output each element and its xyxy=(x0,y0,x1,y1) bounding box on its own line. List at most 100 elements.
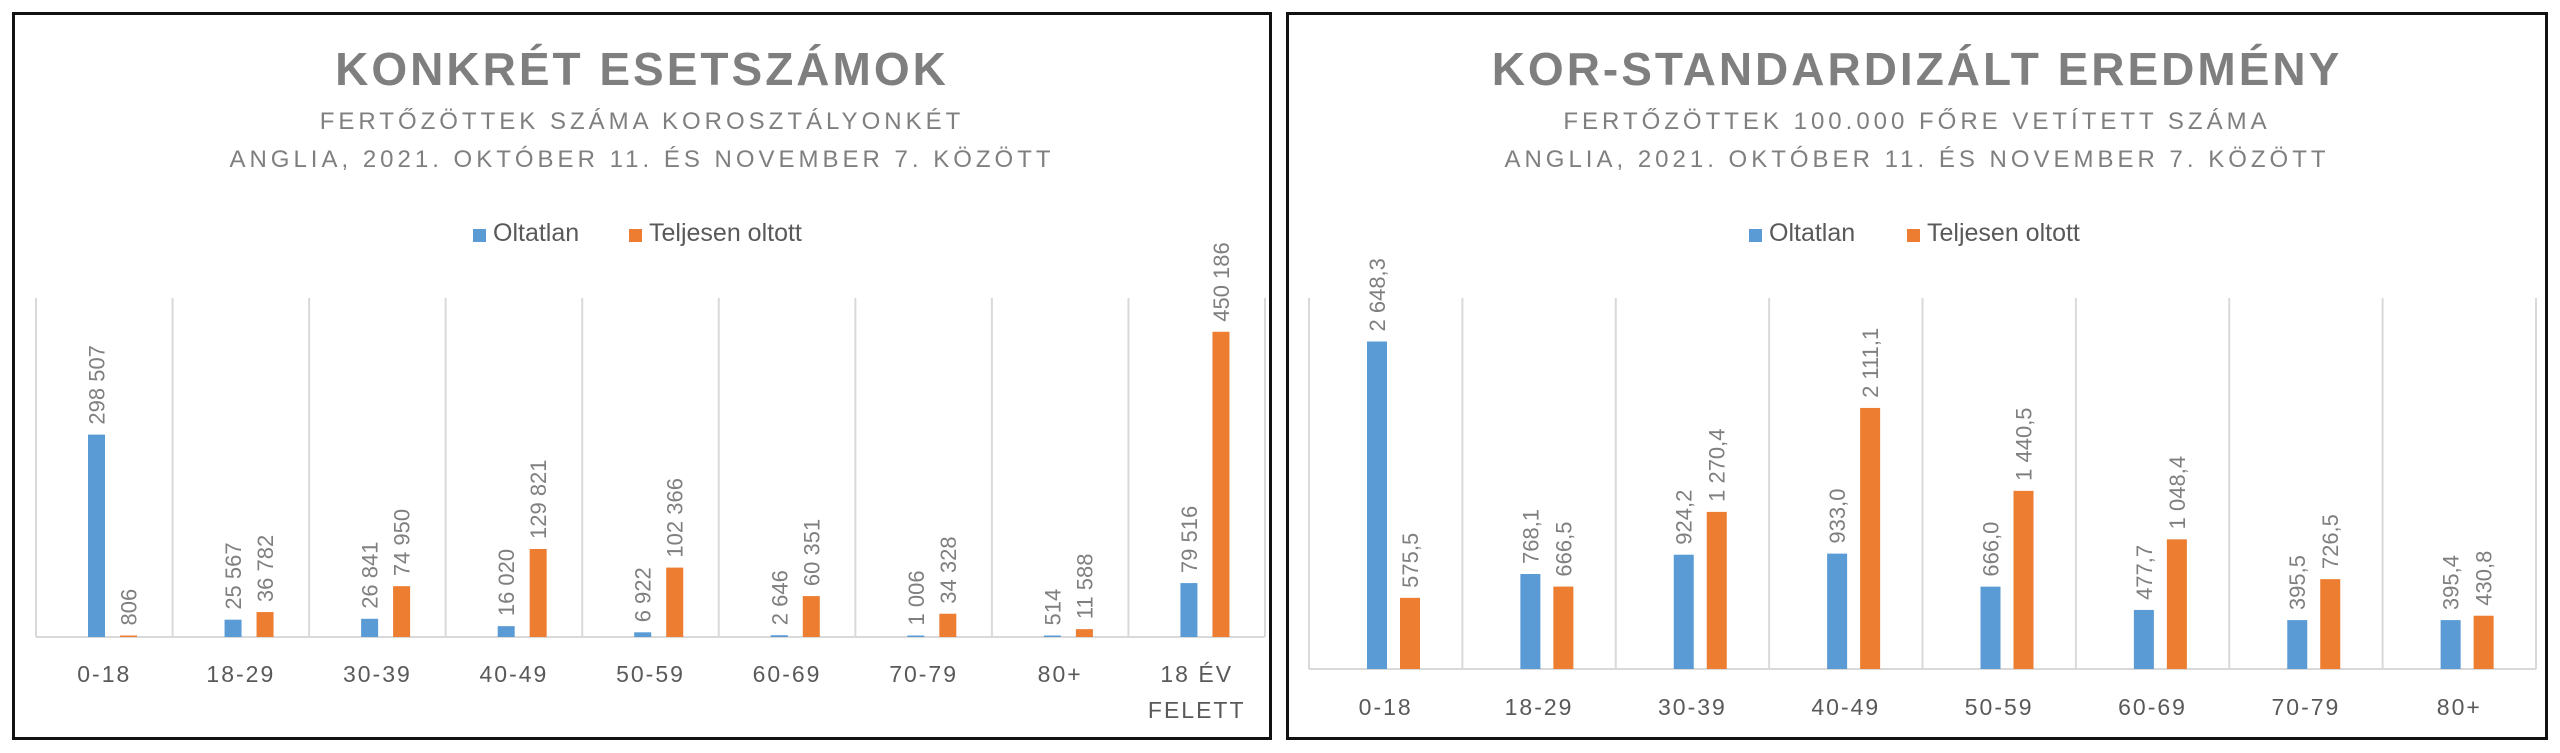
data-label: 1 006 xyxy=(904,570,929,625)
data-label: 726,5 xyxy=(2318,514,2343,569)
bar-unvaccinated xyxy=(634,632,651,637)
data-label: 430,8 xyxy=(2472,551,2497,606)
chart-subtitle-line: ANGLIA, 2021. OKTÓBER 11. ÉS NOVEMBER 7.… xyxy=(1504,146,2329,173)
data-label: 1 270,4 xyxy=(1705,428,1730,501)
chart-absolute-cases: KONKRÉT ESETSZÁMOK FERTŐZÖTTEK SZÁMA KORO… xyxy=(15,15,1269,737)
x-tick-label: FELETT xyxy=(1148,697,1246,723)
data-label: 102 366 xyxy=(663,478,688,558)
data-label: 2 648,3 xyxy=(1365,258,1390,331)
x-tick-label: 18 ÉV xyxy=(1160,661,1233,687)
x-tick-label: 30-39 xyxy=(1658,694,1727,720)
bar-unvaccinated xyxy=(2441,620,2461,669)
bar-vaccinated xyxy=(803,596,820,637)
bar-unvaccinated xyxy=(2134,610,2154,669)
legend-entry: Teljesen oltott xyxy=(1927,219,2080,247)
data-label: 60 351 xyxy=(799,519,824,586)
bar-vaccinated xyxy=(257,612,274,637)
x-tick-label: 30-39 xyxy=(343,661,412,687)
bar-unvaccinated xyxy=(771,635,788,637)
data-label: 6 922 xyxy=(631,567,656,622)
data-label: 666,5 xyxy=(1551,522,1576,577)
chart-subtitle-line: FERTŐZÖTTEK SZÁMA KOROSZTÁLYONKÉT xyxy=(320,108,965,135)
bar-vaccinated xyxy=(120,636,137,638)
data-label: 26 841 xyxy=(358,542,383,609)
bar-vaccinated xyxy=(2167,539,2187,669)
data-label: 1 048,4 xyxy=(2165,456,2190,529)
data-label: 34 328 xyxy=(936,536,961,603)
legend-swatch-1 xyxy=(1907,229,1920,242)
legend-entry: Oltatlan xyxy=(1769,219,1855,247)
x-tick-label: 80+ xyxy=(2437,694,2482,720)
legend-entry: Oltatlan xyxy=(493,219,579,247)
chart-panel-age-standardized: KOR-STANDARDIZÁLT EREDMÉNY FERTŐZÖTTEK 10… xyxy=(1286,12,2548,740)
x-tick-label: 18-29 xyxy=(206,661,275,687)
bar-unvaccinated xyxy=(498,626,515,637)
x-tick-label: 60-69 xyxy=(2118,694,2187,720)
legend-swatch-0 xyxy=(473,229,486,242)
bar-unvaccinated xyxy=(1827,554,1847,669)
legend-swatch-0 xyxy=(1749,229,1762,242)
legend: Oltatlan Teljesen oltott xyxy=(1749,219,2080,247)
bar-unvaccinated xyxy=(1674,555,1694,669)
bar-vaccinated xyxy=(530,549,547,637)
data-label: 575,5 xyxy=(1398,533,1423,588)
bar-vaccinated xyxy=(1553,587,1573,669)
data-label: 2 111,1 xyxy=(1858,328,1883,398)
bar-unvaccinated xyxy=(88,435,105,637)
legend-entry: Teljesen oltott xyxy=(649,219,802,247)
bar-unvaccinated xyxy=(907,636,924,638)
data-label: 666,0 xyxy=(1979,522,2004,577)
bar-vaccinated xyxy=(939,614,956,637)
bar-vaccinated xyxy=(2320,579,2340,669)
chart-title: KONKRÉT ESETSZÁMOK xyxy=(335,43,949,95)
bar-unvaccinated xyxy=(361,619,378,637)
chart-subtitle-line: FERTŐZÖTTEK 100.000 FŐRE VETÍTETT SZÁMA xyxy=(1563,108,2270,135)
bar-vaccinated xyxy=(393,586,410,637)
data-label: 450 186 xyxy=(1209,242,1234,322)
bar-unvaccinated xyxy=(1367,341,1387,669)
data-label: 395,5 xyxy=(2285,555,2310,610)
data-label: 477,7 xyxy=(2132,545,2157,600)
data-label: 11 588 xyxy=(1072,553,1097,619)
data-label: 514 xyxy=(1040,589,1065,626)
data-label: 395,4 xyxy=(2439,555,2464,610)
x-tick-label: 40-49 xyxy=(480,661,549,687)
x-tick-label: 0-18 xyxy=(77,661,131,687)
bar-vaccinated xyxy=(2014,491,2034,669)
x-tick-label: 40-49 xyxy=(1811,694,1880,720)
bar-vaccinated xyxy=(2474,616,2494,669)
legend: Oltatlan Teljesen oltott xyxy=(473,219,802,247)
data-label: 16 020 xyxy=(494,549,519,616)
bar-unvaccinated xyxy=(225,620,242,637)
data-label: 2 646 xyxy=(767,570,792,625)
data-label: 933,0 xyxy=(1825,489,1850,544)
data-label: 924,2 xyxy=(1672,490,1697,545)
bar-unvaccinated xyxy=(1044,636,1061,638)
x-tick-label: 80+ xyxy=(1038,661,1083,687)
x-tick-label: 50-59 xyxy=(616,661,685,687)
data-label: 79 516 xyxy=(1177,506,1202,573)
bar-unvaccinated xyxy=(2287,620,2307,669)
data-label: 768,1 xyxy=(1518,509,1543,564)
bar-vaccinated xyxy=(1400,598,1420,669)
chart-subtitle-line: ANGLIA, 2021. OKTÓBER 11. ÉS NOVEMBER 7.… xyxy=(229,146,1054,173)
bar-vaccinated xyxy=(666,568,683,637)
legend-swatch-1 xyxy=(629,229,642,242)
data-label: 129 821 xyxy=(526,459,551,539)
data-label: 298 507 xyxy=(85,345,110,425)
data-label: 1 440,5 xyxy=(2012,407,2037,480)
x-tick-label: 60-69 xyxy=(753,661,822,687)
bar-vaccinated xyxy=(1212,332,1229,637)
x-tick-label: 0-18 xyxy=(1359,694,1413,720)
bar-unvaccinated xyxy=(1520,574,1540,669)
bar-vaccinated xyxy=(1860,408,1880,669)
chart-age-standardized: KOR-STANDARDIZÁLT EREDMÉNY FERTŐZÖTTEK 10… xyxy=(1289,15,2545,737)
bar-unvaccinated xyxy=(1981,587,2001,669)
x-tick-label: 50-59 xyxy=(1965,694,2034,720)
chart-panel-absolute-cases: KONKRÉT ESETSZÁMOK FERTŐZÖTTEK SZÁMA KORO… xyxy=(12,12,1272,740)
bar-vaccinated xyxy=(1076,629,1093,637)
data-label: 36 782 xyxy=(253,535,278,602)
bar-unvaccinated xyxy=(1180,583,1197,637)
data-label: 806 xyxy=(117,589,142,626)
chart-title: KOR-STANDARDIZÁLT EREDMÉNY xyxy=(1492,43,2343,95)
